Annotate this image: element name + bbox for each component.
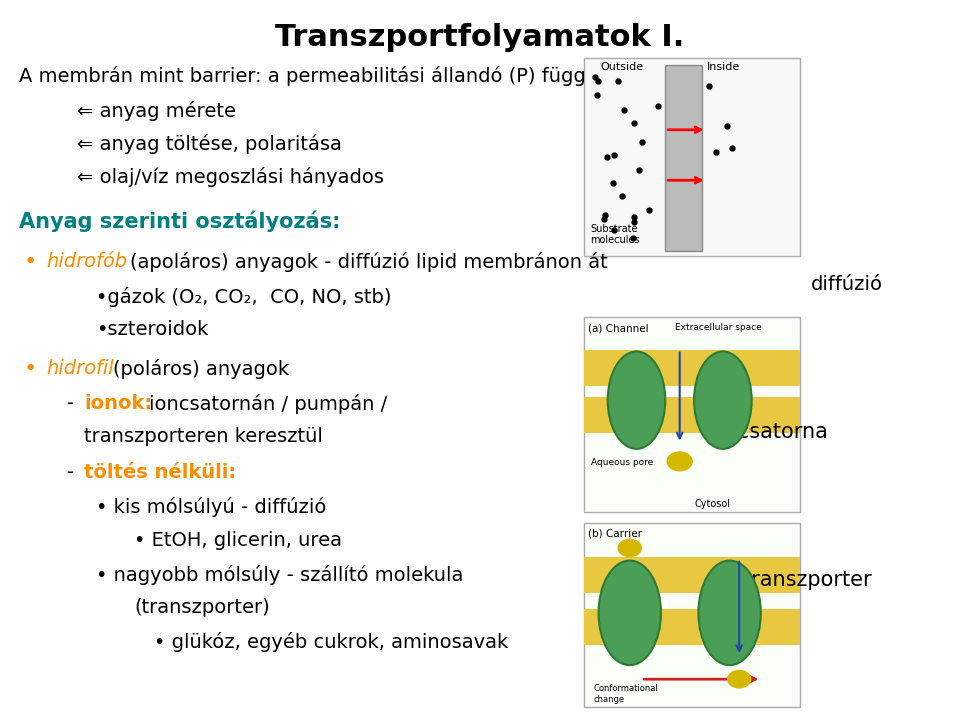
Text: hidrofób: hidrofób — [46, 252, 128, 271]
Text: ⇐ anyag mérete: ⇐ anyag mérete — [77, 101, 236, 121]
Ellipse shape — [599, 561, 660, 665]
FancyBboxPatch shape — [584, 523, 800, 707]
Text: Aqueous pore: Aqueous pore — [591, 458, 654, 466]
Text: Conformational
change: Conformational change — [593, 684, 658, 704]
Text: Substrate
molecules: Substrate molecules — [590, 224, 640, 245]
Text: •szteroidok: •szteroidok — [96, 320, 208, 339]
Text: ionok:: ionok: — [84, 394, 153, 412]
Text: •: • — [24, 252, 37, 273]
Text: ioncsatornán / pumpán /: ioncsatornán / pumpán / — [149, 394, 387, 414]
Text: (apoláros) anyagok - diffúzió lipid membránon át: (apoláros) anyagok - diffúzió lipid memb… — [130, 252, 608, 273]
Text: (transzporter): (transzporter) — [134, 598, 270, 617]
Text: Outside: Outside — [600, 62, 643, 72]
FancyBboxPatch shape — [584, 557, 800, 593]
Text: ⇐ anyag töltése, polaritása: ⇐ anyag töltése, polaritása — [77, 134, 342, 154]
Text: (poláros) anyagok: (poláros) anyagok — [113, 359, 289, 379]
Text: transzporteren keresztül: transzporteren keresztül — [84, 427, 324, 446]
Text: • glükóz, egyéb cukrok, aminosavak: • glükóz, egyéb cukrok, aminosavak — [154, 632, 508, 652]
Text: • nagyobb mólsúly - szállító molekula: • nagyobb mólsúly - szállító molekula — [96, 565, 464, 585]
FancyBboxPatch shape — [584, 317, 800, 512]
Text: Cytosol: Cytosol — [694, 499, 730, 509]
FancyBboxPatch shape — [584, 609, 800, 645]
Ellipse shape — [698, 561, 761, 665]
Text: -: - — [67, 463, 81, 482]
Text: • EtOH, glicerin, urea: • EtOH, glicerin, urea — [134, 531, 343, 549]
FancyBboxPatch shape — [665, 65, 702, 251]
Ellipse shape — [608, 352, 665, 448]
Text: •gázok (O₂, CO₂,  CO, NO, stb): •gázok (O₂, CO₂, CO, NO, stb) — [96, 287, 392, 307]
Text: (b) Carrier: (b) Carrier — [588, 528, 641, 539]
Text: Transzportfolyamatok I.: Transzportfolyamatok I. — [276, 23, 684, 52]
Text: töltés nélküli:: töltés nélküli: — [84, 463, 236, 482]
Text: (a) Channel: (a) Channel — [588, 323, 648, 333]
Circle shape — [667, 452, 692, 471]
Text: Extracellular space: Extracellular space — [675, 323, 761, 332]
Text: •: • — [24, 359, 37, 379]
Text: hidrofil: hidrofil — [46, 359, 113, 378]
Text: Anyag szerinti osztályozás:: Anyag szerinti osztályozás: — [19, 211, 341, 232]
Circle shape — [728, 671, 751, 688]
Text: ioncsatorna: ioncsatorna — [706, 422, 828, 442]
Text: diffúzió: diffúzió — [811, 275, 883, 294]
Text: -: - — [67, 394, 81, 412]
Text: ⇐ olaj/víz megoszlási hányados: ⇐ olaj/víz megoszlási hányados — [77, 167, 384, 187]
Text: • kis mólsúlyú - diffúzió: • kis mólsúlyú - diffúzió — [96, 497, 326, 518]
Circle shape — [618, 539, 641, 557]
Text: transzporter: transzporter — [744, 570, 873, 590]
FancyBboxPatch shape — [584, 58, 800, 256]
Text: Inside: Inside — [707, 62, 740, 72]
Text: A membrán mint barrier: a permeabilitási állandó (P) függ: A membrán mint barrier: a permeabilitási… — [19, 66, 586, 87]
FancyBboxPatch shape — [584, 350, 800, 386]
FancyBboxPatch shape — [584, 397, 800, 433]
Ellipse shape — [694, 352, 752, 448]
